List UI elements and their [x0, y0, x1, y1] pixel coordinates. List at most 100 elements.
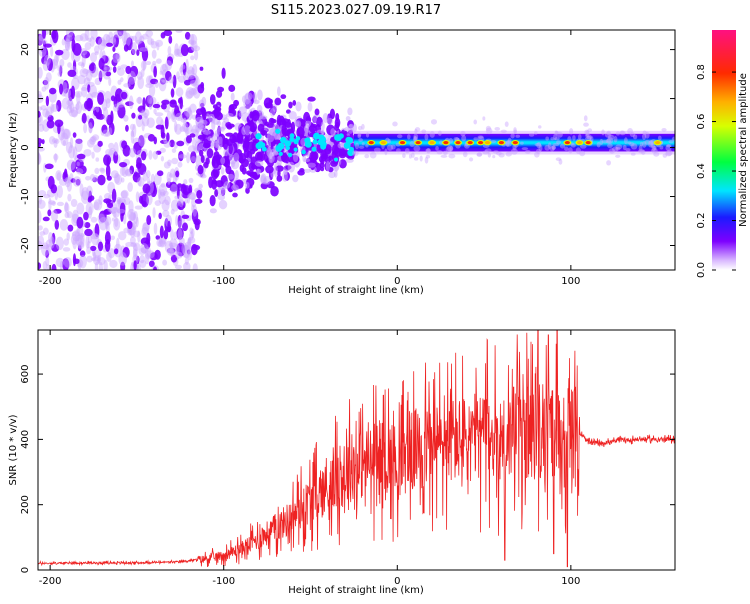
spectrogram-blob	[177, 220, 182, 230]
spectrogram-blob	[185, 121, 190, 128]
spectrogram-blob	[105, 148, 114, 156]
snr-x-axis-label: Height of straight line (km)	[288, 585, 424, 596]
spectrogram-blob	[668, 139, 674, 144]
spectrogram-blob	[146, 250, 155, 259]
spectrogram-blob	[199, 149, 204, 157]
spectrogram-blob	[66, 211, 73, 219]
spectrogram-blob	[190, 243, 198, 256]
spectrogram-blob	[87, 138, 95, 148]
snr-x-tick-label: 0	[394, 576, 400, 587]
spectrogram-blob	[118, 251, 128, 266]
spectrogram-blob	[538, 144, 543, 152]
spectrogram-blob	[270, 185, 279, 197]
spectrogram-blob	[586, 136, 593, 140]
spectrogram-blob	[392, 121, 398, 127]
spectrogram-blob	[45, 72, 52, 82]
spectrogram-blob	[38, 45, 47, 58]
spectrogram-peak	[585, 141, 591, 145]
spectrogram-blob	[190, 55, 195, 61]
spectrogram-blob	[38, 137, 43, 145]
spectrogram-blob	[55, 236, 64, 251]
spectrogram-blob	[230, 159, 240, 170]
colorbar-tick-label: 0.4	[696, 163, 707, 179]
spectrogram-blob	[108, 142, 115, 150]
spectrogram-blob	[615, 144, 623, 150]
spectrogram-blob	[630, 143, 638, 150]
spectrogram-blob	[64, 202, 70, 214]
spectrogram-blob	[149, 182, 157, 193]
spectrogram-blob	[188, 88, 198, 96]
spectrogram-blob	[43, 54, 51, 66]
spectrogram-blob	[61, 128, 70, 140]
spectrogram-blob	[90, 216, 98, 223]
colorbar-gradient	[712, 30, 736, 270]
spectrogram-blob	[110, 110, 114, 124]
spectrogram-blob	[123, 32, 131, 47]
spectrogram-blob	[113, 248, 119, 255]
spectrogram-blob	[330, 128, 336, 136]
spectrogram-blob	[206, 148, 214, 159]
spectrogram-blob	[59, 260, 63, 270]
spectrogram-blob	[485, 125, 492, 132]
spectrogram-blob	[163, 229, 169, 240]
spectrogram-blob	[648, 139, 654, 146]
spectrogram-blob	[67, 62, 72, 68]
spectrogram-blob	[133, 260, 137, 270]
spectrogram-blob	[253, 92, 257, 103]
spectrogram-blob	[607, 143, 613, 149]
spectrogram-blob	[125, 241, 135, 247]
spectrogram-blob	[77, 241, 85, 249]
spectrogram-blob	[570, 143, 576, 148]
spectrogram-blob	[644, 131, 650, 139]
spectrogram-blob	[183, 179, 188, 185]
spectrogram-blob	[46, 119, 55, 129]
spectrogram-blob	[225, 113, 234, 118]
spectrogram-blob	[312, 114, 318, 123]
spectrogram-blob	[51, 30, 59, 44]
spectrogram-blob	[569, 128, 574, 135]
spectrogram-blob	[145, 95, 154, 108]
spectrogram-blob	[185, 90, 193, 100]
spectrogram-hotspot	[289, 133, 295, 139]
spectrogram-blob	[56, 185, 64, 198]
spectrogram-blob	[113, 172, 120, 184]
spectrogram-blob	[358, 125, 363, 131]
spectrogram-blob	[135, 191, 140, 203]
spectrogram-blob	[121, 31, 128, 44]
spectrogram-blob	[188, 184, 193, 195]
spectrogram-blob	[198, 99, 205, 110]
spectrogram-blob	[665, 151, 672, 157]
spectrogram-blob	[328, 155, 333, 161]
spectrogram-blob	[147, 176, 151, 186]
spectrogram-blob	[325, 160, 331, 172]
spectrogram-blob	[166, 56, 174, 66]
spectrogram-blob	[191, 67, 195, 75]
spectrogram-blob	[139, 47, 148, 52]
spectrogram-blob	[191, 87, 197, 95]
spectrogram-blob	[174, 264, 182, 270]
spectrogram-blob	[411, 152, 415, 158]
spectrogram-blob	[288, 101, 293, 109]
spectrogram-blob	[122, 246, 130, 258]
spectrogram-blob	[160, 103, 167, 110]
spectrogram-blob	[134, 31, 143, 45]
spectrogram-blob	[320, 166, 325, 172]
spectrogram-blob	[76, 234, 80, 242]
spectrogram-blob	[113, 142, 119, 156]
spectrogram-blob	[188, 75, 196, 84]
spectrogram-blob	[462, 151, 468, 158]
spectrogram-blob	[555, 130, 559, 135]
spectrogram-blob	[42, 79, 49, 86]
spectrogram-blob	[130, 48, 136, 56]
spectrogram-blob	[97, 37, 106, 51]
spectrogram-blob	[545, 136, 549, 141]
spectrogram-blob	[615, 146, 621, 151]
spectrogram-blob	[84, 228, 93, 237]
spectrogram-blob	[64, 39, 71, 45]
spectrogram-blob	[197, 134, 206, 140]
spectrogram-blob	[178, 154, 187, 159]
spectrogram-blob	[136, 157, 142, 169]
spectrogram-blob	[125, 101, 134, 107]
spectrogram-blob	[117, 30, 124, 37]
spectrogram-blob	[177, 97, 183, 104]
